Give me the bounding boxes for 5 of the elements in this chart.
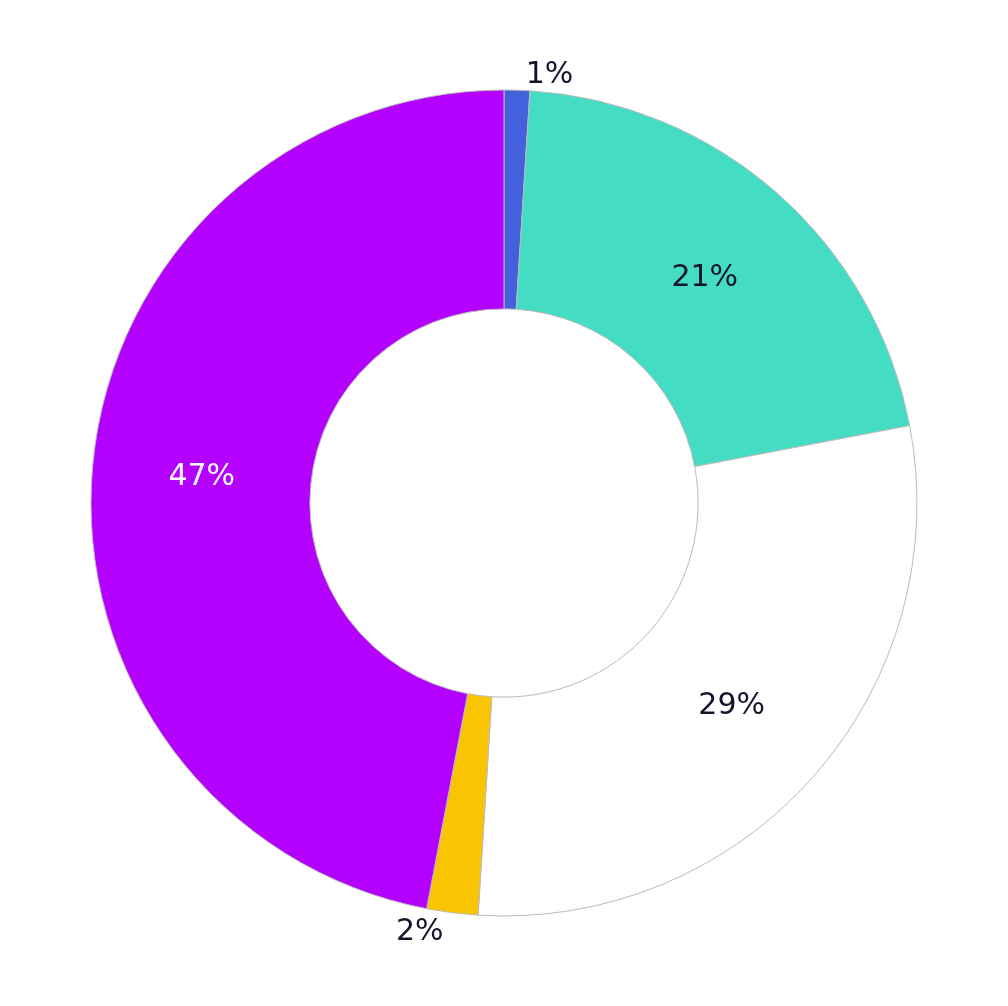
data-label: 47% [168,456,236,492]
data-label: 1% [525,55,574,91]
data-label: 2% [395,912,444,948]
data-label: 29% [698,686,766,722]
data-label: 21% [671,257,739,293]
